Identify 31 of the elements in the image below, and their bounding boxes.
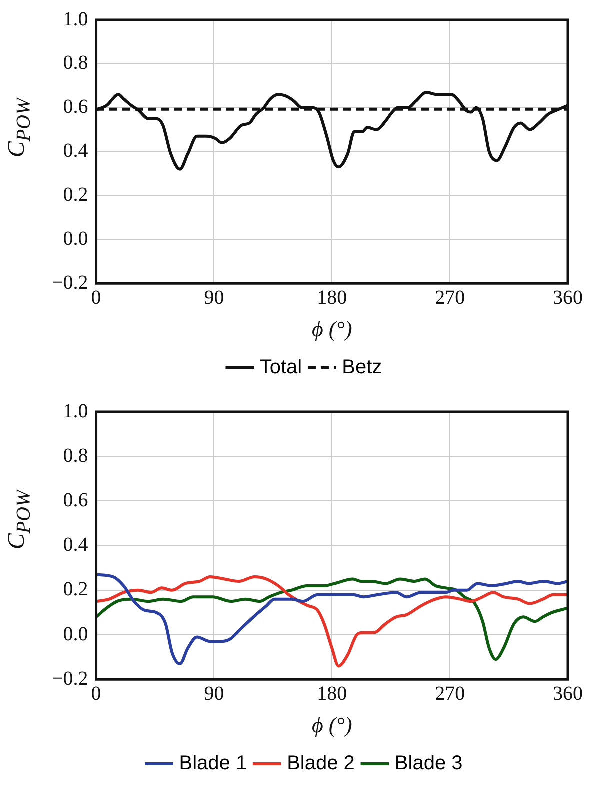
legend-label: Blade 1 [179,752,248,775]
y-tick-label: 0.6 [63,489,88,512]
y-tick-label: 0.2 [63,184,88,206]
x-tick-label: 360 [553,682,583,705]
y-tick-label: −0.2 [52,668,88,690]
legend-label: Blade 2 [287,752,355,775]
y-tick-label: −0.2 [52,272,88,294]
x-tick-label: 0 [91,682,102,705]
y-tick-label: 0.8 [63,52,88,74]
y-tick-label: 0.0 [63,623,88,646]
legend-label: Total [260,356,302,379]
x-axis-title: ϕ (°) [312,712,352,738]
x-tick-label: 0 [91,286,102,309]
y-tick-label: 0.4 [63,140,88,162]
y-tick-label: 1.0 [63,400,88,422]
x-tick-label: 360 [553,286,583,309]
x-axis-title: ϕ (°) [312,316,352,342]
x-tick-label: 270 [435,682,466,705]
y-tick-label: 0.6 [63,96,88,118]
y-tick-label: 0.0 [63,228,88,250]
legend-label: Betz [342,356,382,379]
x-tick-label: 90 [204,286,224,309]
y-tick-label: 0.2 [63,578,88,601]
legend-label: Blade 3 [394,752,463,775]
x-tick-label: 270 [435,286,466,309]
x-tick-label: 180 [317,682,348,705]
y-tick-label: 1.0 [63,8,88,30]
x-tick-label: 180 [317,286,348,309]
y-tick-label: 0.8 [63,444,88,467]
y-tick-label: 0.4 [63,534,88,556]
x-tick-label: 90 [204,682,224,705]
